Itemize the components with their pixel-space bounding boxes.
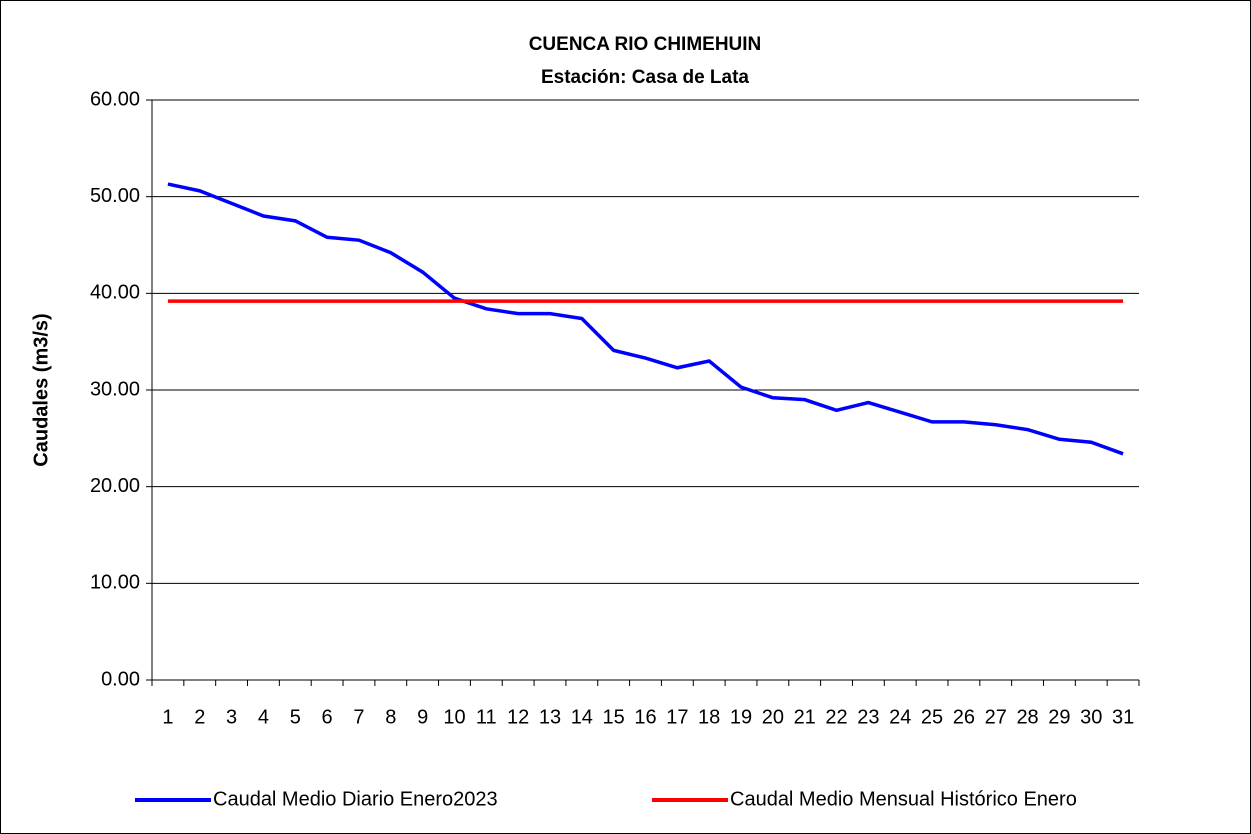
x-tick-label: 14 [571, 706, 593, 728]
x-tick-label: 21 [794, 706, 816, 728]
legend-label: Caudal Medio Mensual Histórico Enero [730, 788, 1077, 810]
x-tick-label: 17 [666, 706, 688, 728]
x-tick-label: 29 [1048, 706, 1070, 728]
x-tick-label: 12 [507, 706, 529, 728]
x-tick-label: 27 [985, 706, 1007, 728]
chart-subtitle: Estación: Casa de Lata [541, 67, 749, 88]
x-tick-label: 1 [162, 706, 173, 728]
x-tick-label: 11 [476, 706, 497, 728]
y-tick-label: 10.00 [90, 572, 140, 594]
x-tick-label: 13 [539, 706, 561, 728]
x-tick-label: 3 [226, 706, 237, 728]
x-tick-label: 24 [889, 706, 911, 728]
x-tick-label: 16 [634, 706, 656, 728]
x-tick-label: 10 [443, 706, 465, 728]
x-tick-label: 9 [417, 706, 428, 728]
legend-label: Caudal Medio Diario Enero2023 [213, 788, 498, 810]
series-line [167, 182, 1124, 456]
y-tick-label: 40.00 [90, 282, 140, 304]
x-tick-label: 28 [1016, 706, 1038, 728]
y-tick-label: 60.00 [90, 88, 140, 110]
y-axis-label: Caudales (m3/s) [30, 313, 52, 466]
y-tick-label: 0.00 [101, 668, 140, 690]
chart-title: CUENCA RIO CHIMEHUIN [529, 34, 762, 55]
x-tick-label: 18 [698, 706, 720, 728]
x-tick-label: 19 [730, 706, 752, 728]
x-tick-label: 2 [194, 706, 205, 728]
x-tick-label: 20 [762, 706, 784, 728]
x-tick-label: 4 [258, 706, 269, 728]
y-tick-label: 50.00 [90, 185, 140, 207]
x-tick-label: 8 [385, 706, 396, 728]
x-tick-label: 6 [322, 706, 333, 728]
x-tick-label: 7 [353, 706, 364, 728]
y-tick-label: 30.00 [90, 378, 140, 400]
x-tick-label: 5 [290, 706, 301, 728]
y-tick-label: 20.00 [90, 475, 140, 497]
x-tick-label: 15 [603, 706, 625, 728]
x-tick-label: 23 [857, 706, 879, 728]
x-tick-label: 25 [921, 706, 943, 728]
x-tick-label: 26 [953, 706, 975, 728]
x-tick-label: 30 [1080, 706, 1102, 728]
x-tick-label: 31 [1112, 706, 1134, 728]
x-tick-label: 22 [825, 706, 847, 728]
